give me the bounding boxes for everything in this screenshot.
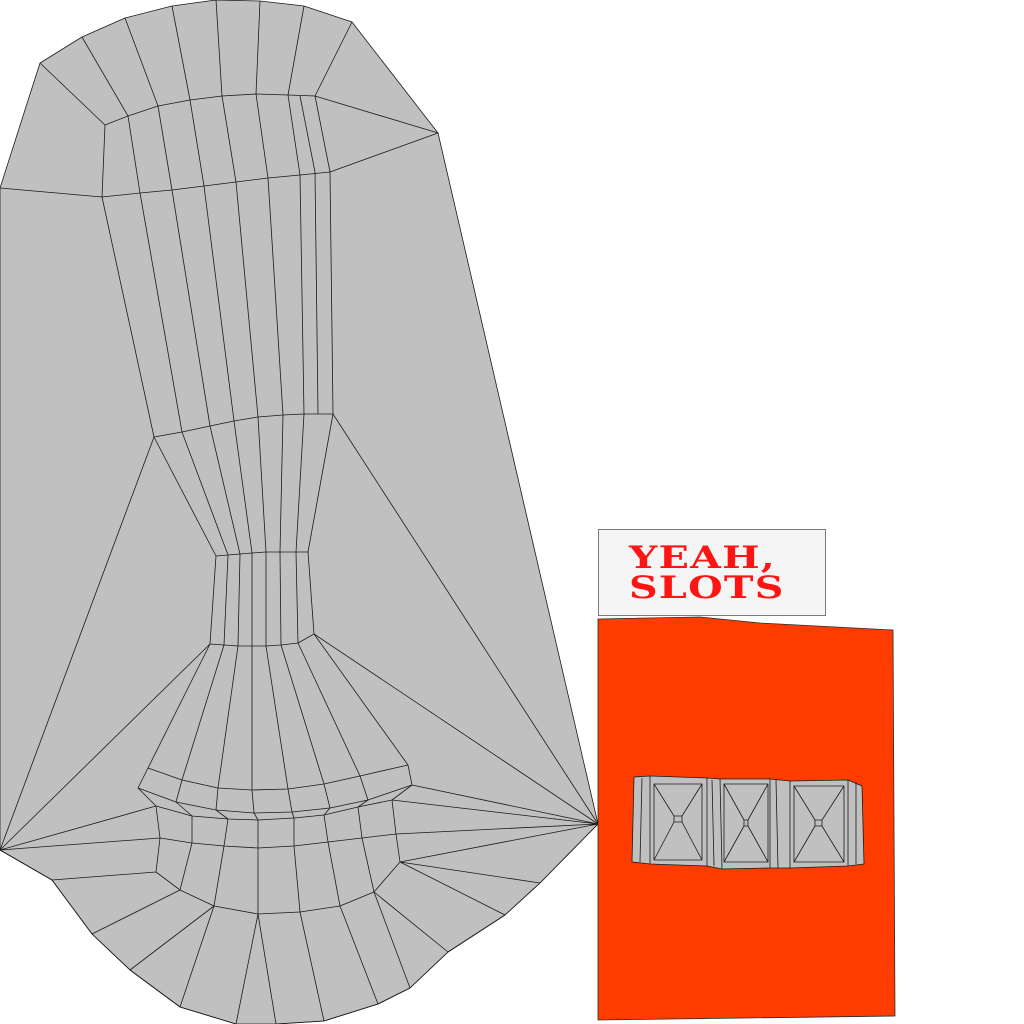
label-text: YEAH, SLOTS	[629, 539, 785, 606]
slot-reel-strip	[631, 775, 865, 870]
label-line-2: SLOTS	[629, 569, 785, 606]
mesh-lower-ring-2	[137, 784, 413, 814]
mesh-outline	[0, 0, 599, 1024]
mesh-lower-fan	[0, 633, 599, 851]
mesh-top-rim	[39, 0, 439, 134]
mesh-top-ring	[104, 93, 316, 126]
reel-2-frame	[723, 783, 769, 863]
mesh-lower-ring-3	[155, 799, 393, 821]
mesh-lower-ring-1	[147, 764, 409, 791]
mesh-upper-band	[0, 93, 439, 198]
mesh-bowl-upper	[155, 799, 397, 849]
yeah-slots-label: YEAH, SLOTS	[598, 529, 826, 616]
slot-reel-3	[793, 785, 845, 863]
label-line-1: YEAH,	[629, 539, 777, 576]
uv-mesh	[0, 0, 599, 1024]
mesh-waist-bottom	[209, 633, 315, 647]
slot-reel-1	[653, 783, 703, 861]
reel-3-bevel	[793, 785, 845, 863]
reel-2-bevel	[723, 783, 769, 863]
reel-1-bevel	[653, 783, 703, 861]
mesh-bowl-outer	[0, 784, 599, 1024]
reel-separators	[639, 776, 857, 870]
mesh-waist-strips	[153, 413, 334, 557]
slot-reel-2	[723, 783, 769, 863]
reel-3-frame	[793, 785, 845, 863]
mesh-waist-verticals	[209, 551, 315, 647]
mesh-side-diagonals	[0, 413, 599, 851]
mesh-waist-top	[215, 551, 308, 557]
mesh-bowl-rim	[51, 823, 599, 1024]
mesh-neck-ring	[153, 413, 333, 438]
mesh-bowl-lower	[155, 833, 401, 915]
mesh-neck-strips	[101, 171, 334, 438]
reel-1-frame	[653, 783, 703, 861]
slot-panel	[597, 616, 896, 1021]
